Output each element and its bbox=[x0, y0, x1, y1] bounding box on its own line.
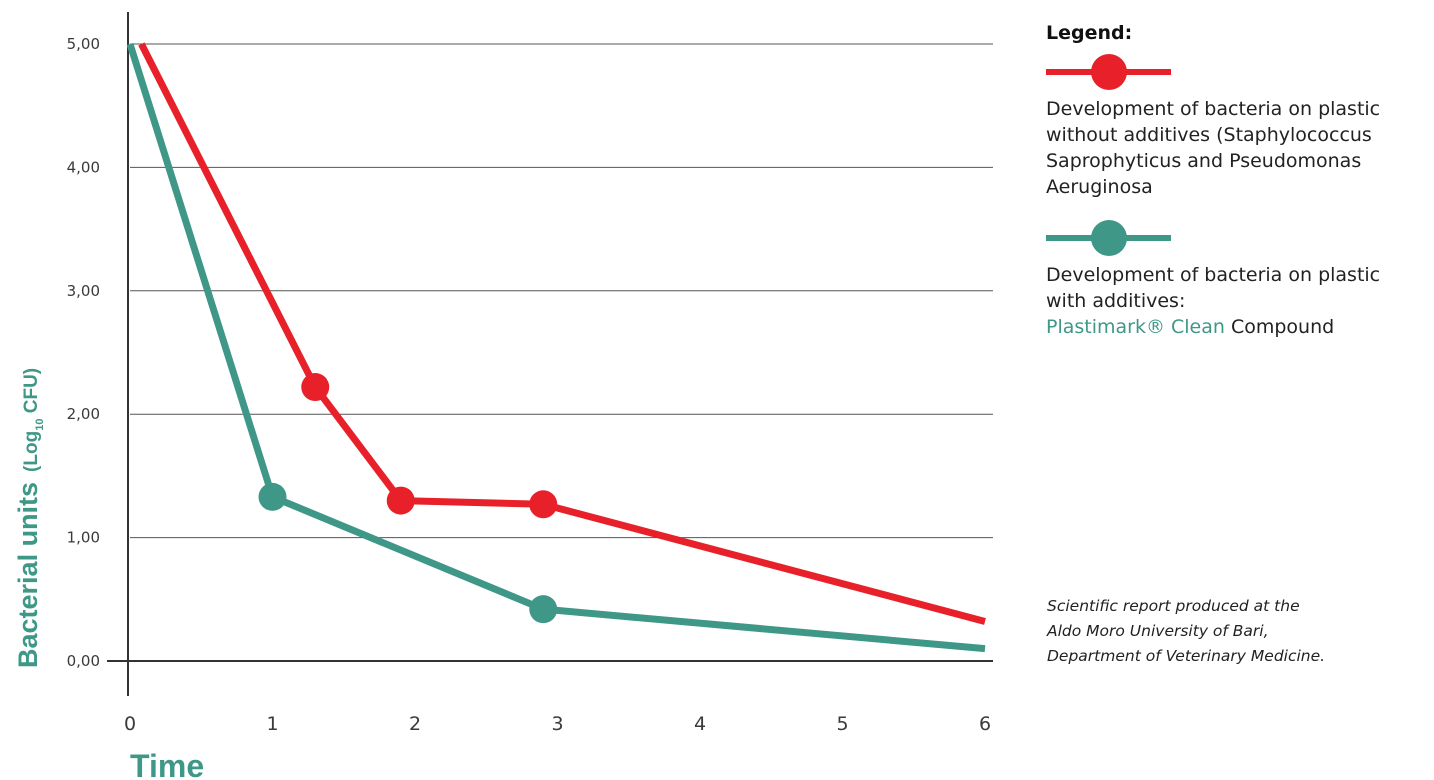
legend: Legend: Development of bacteria on plast… bbox=[1046, 22, 1430, 340]
legend-entry-with-additives: Development of bacteria on plastic with … bbox=[1046, 218, 1430, 340]
x-tick-label: 3 bbox=[551, 713, 563, 735]
legend-red-line-marker-icon bbox=[1046, 52, 1176, 92]
y-tick-label: 4,00 bbox=[67, 158, 100, 176]
y-tick-label: 1,00 bbox=[67, 529, 100, 547]
legend-title: Legend: bbox=[1046, 22, 1430, 44]
y-axis-label-unit-prefix: (Log bbox=[21, 431, 42, 472]
x-tick-labels: 0 1 2 3 4 5 6 bbox=[124, 713, 991, 735]
legend-label-suffix: Compound bbox=[1225, 316, 1334, 338]
series-lines bbox=[130, 44, 985, 649]
series-markers bbox=[259, 373, 558, 623]
legend-label-with-additives: Development of bacteria on plastic with … bbox=[1046, 262, 1430, 340]
legend-label-line: Development of bacteria on plastic bbox=[1046, 98, 1380, 120]
legend-entry-without-additives: Development of bacteria on plastic witho… bbox=[1046, 52, 1430, 200]
legend-label-line: Aeruginosa bbox=[1046, 176, 1153, 198]
series-line-without-additives bbox=[141, 44, 985, 622]
y-tick-label: 5,00 bbox=[67, 35, 100, 53]
x-tick-label: 4 bbox=[694, 713, 706, 735]
legend-label-line: without additives (Staphylococcus bbox=[1046, 124, 1372, 146]
y-tick-labels: 0,00 1,00 2,00 3,00 4,00 5,00 bbox=[67, 35, 100, 670]
legend-label-line: Saprophyticus and Pseudomonas bbox=[1046, 150, 1361, 172]
series-line-with-additives bbox=[130, 44, 985, 649]
source-note: Scientific report produced at the Aldo M… bbox=[1047, 594, 1431, 669]
source-note-line: Scientific report produced at the bbox=[1047, 594, 1431, 619]
y-tick-label: 3,00 bbox=[67, 282, 100, 300]
y-axis-label: Bacterial units (Log10 CFU) bbox=[13, 368, 46, 668]
data-point-without-additives bbox=[387, 487, 415, 515]
x-axis-label: Time bbox=[130, 748, 204, 780]
axes bbox=[107, 12, 993, 696]
x-tick-label: 1 bbox=[266, 713, 278, 735]
y-axis-label-unit-suffix: CFU) bbox=[21, 368, 42, 419]
x-tick-label: 2 bbox=[409, 713, 421, 735]
y-tick-label: 0,00 bbox=[67, 652, 100, 670]
legend-label-without-additives: Development of bacteria on plastic witho… bbox=[1046, 96, 1430, 200]
legend-label-line: Development of bacteria on plastic bbox=[1046, 264, 1380, 286]
source-note-line: Department of Veterinary Medicine. bbox=[1047, 644, 1431, 669]
legend-label-line: with additives: bbox=[1046, 290, 1185, 312]
y-axis-label-unit-subscript: 10 bbox=[34, 419, 46, 431]
source-note-line: Aldo Moro University of Bari, bbox=[1047, 619, 1431, 644]
data-point-without-additives bbox=[301, 373, 329, 401]
product-name: Plastimark® Clean bbox=[1046, 316, 1225, 338]
data-point-with-additives bbox=[529, 595, 557, 623]
x-tick-label: 0 bbox=[124, 713, 136, 735]
y-tick-label: 2,00 bbox=[67, 405, 100, 423]
legend-green-line-marker-icon bbox=[1046, 218, 1176, 258]
y-axis-label-main: Bacterial units bbox=[13, 482, 43, 668]
data-point-without-additives bbox=[529, 490, 557, 518]
x-tick-label: 5 bbox=[836, 713, 848, 735]
x-tick-label: 6 bbox=[979, 713, 991, 735]
data-point-with-additives bbox=[259, 483, 287, 511]
